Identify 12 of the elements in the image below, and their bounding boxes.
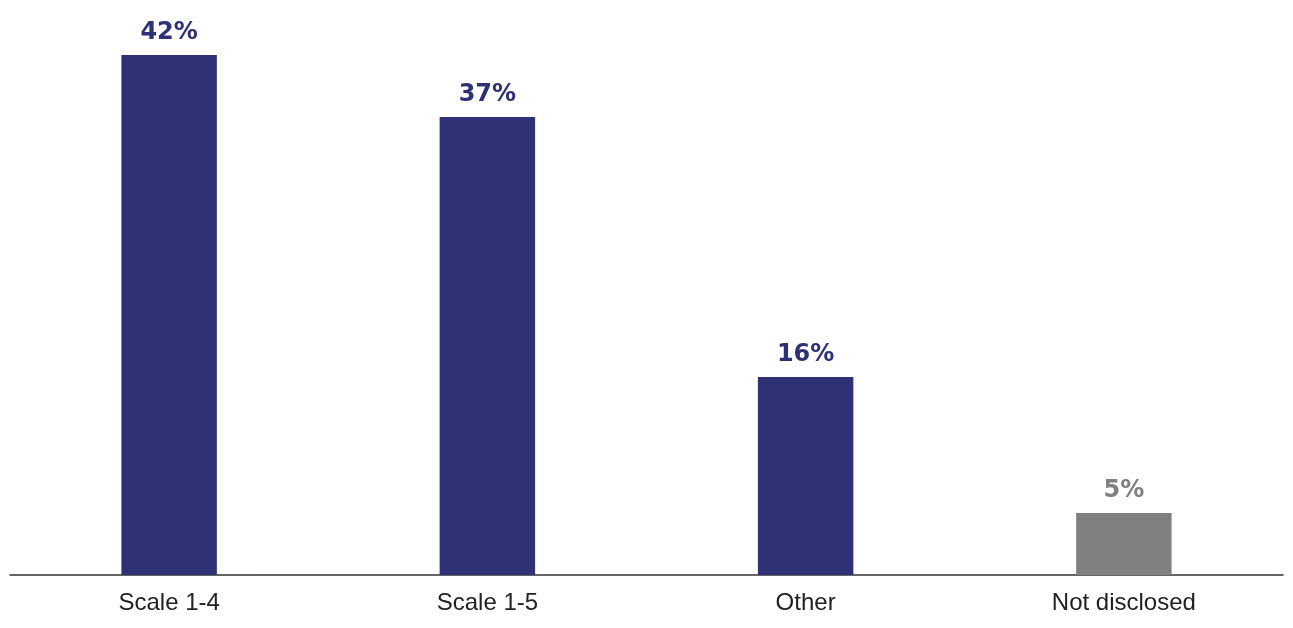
x-tick-label: Not disclosed [1051,587,1196,615]
data-label: 42% [140,17,198,45]
data-label: 16% [776,338,835,367]
x-tick-label: Scale 1-5 [436,587,539,615]
data-label: 5% [1103,475,1145,504]
bar [439,116,536,575]
x-tick-label: Scale 1-4 [118,587,220,615]
x-tick-label: Other [775,587,836,615]
bar [121,55,217,575]
data-label: 37% [458,78,517,107]
bar [1076,513,1172,575]
bar [757,376,854,575]
